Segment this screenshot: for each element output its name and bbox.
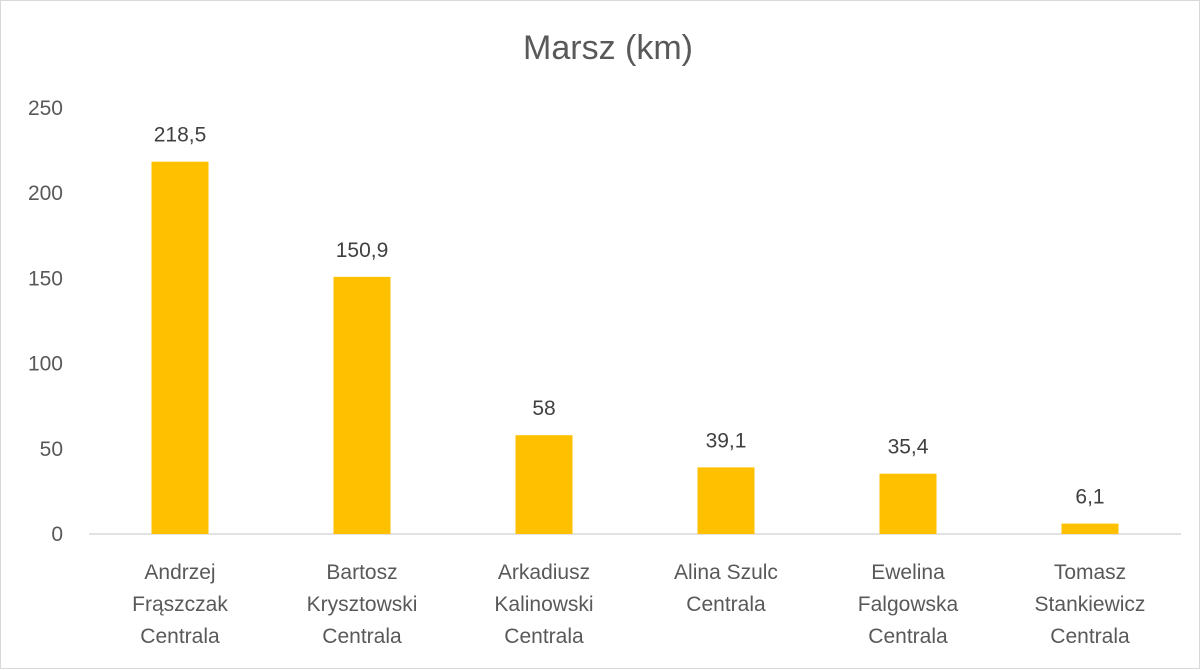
x-category-label: Arkadiusz Kalinowski Centrala bbox=[494, 561, 593, 648]
x-category-label-line: Kalinowski bbox=[494, 593, 593, 616]
x-category-label-line: Centrala bbox=[1050, 625, 1130, 648]
data-label: 39,1 bbox=[706, 429, 747, 452]
x-category-label-line: Andrzej bbox=[144, 561, 215, 584]
bar bbox=[697, 467, 755, 534]
bar-series bbox=[151, 161, 1119, 534]
x-category-label: Bartosz Krysztowski Centrala bbox=[307, 561, 418, 648]
x-category-label-line: Frąszczak bbox=[132, 593, 228, 616]
x-category-label-line: Krysztowski bbox=[307, 593, 418, 616]
x-category-label: Alina Szulc Centrala bbox=[674, 561, 778, 616]
y-tick-label: 100 bbox=[28, 353, 63, 376]
y-tick-label: 50 bbox=[40, 438, 63, 461]
data-labels: 218,5 150,9 58 39,1 35,4 6,1 bbox=[154, 124, 1105, 509]
y-tick-label: 0 bbox=[51, 523, 63, 546]
x-category-label-line: Falgowska bbox=[858, 593, 959, 616]
x-category-label: Tomasz Stankiewicz Centrala bbox=[1035, 561, 1146, 648]
x-category-label-line: Centrala bbox=[322, 625, 402, 648]
bar bbox=[515, 435, 573, 534]
bar bbox=[151, 161, 209, 534]
x-category-label-line: Centrala bbox=[686, 593, 766, 616]
x-category-label-line: Ewelina bbox=[871, 561, 945, 584]
y-tick-label: 150 bbox=[28, 267, 63, 290]
data-label: 218,5 bbox=[154, 124, 207, 147]
y-tick-label: 200 bbox=[28, 182, 63, 205]
x-category-label: Ewelina Falgowska Centrala bbox=[858, 561, 959, 648]
data-label: 58 bbox=[532, 397, 555, 420]
x-category-label-line: Alina Szulc bbox=[674, 561, 778, 584]
x-category-label-line: Tomasz bbox=[1054, 561, 1126, 584]
chart-title: Marsz (km) bbox=[523, 29, 693, 67]
data-label: 6,1 bbox=[1075, 486, 1104, 509]
data-label: 150,9 bbox=[336, 239, 389, 262]
x-category-label-line: Arkadiusz bbox=[498, 561, 590, 584]
y-axis: 0 50 100 150 200 250 bbox=[28, 97, 63, 546]
x-category-label-line: Centrala bbox=[868, 625, 948, 648]
x-category-label-line: Stankiewicz bbox=[1035, 593, 1146, 616]
x-category-label-line: Centrala bbox=[140, 625, 220, 648]
y-tick-label: 250 bbox=[28, 97, 63, 120]
category-labels: Andrzej Frąszczak Centrala Bartosz Krysztows… bbox=[132, 561, 1145, 648]
x-category-label-line: Centrala bbox=[504, 625, 584, 648]
bar bbox=[879, 473, 937, 534]
x-category-label: Andrzej Frąszczak Centrala bbox=[132, 561, 228, 648]
data-label: 35,4 bbox=[888, 436, 929, 459]
bar bbox=[333, 276, 391, 534]
x-category-label-line: Bartosz bbox=[326, 561, 397, 584]
bar bbox=[1061, 523, 1119, 534]
